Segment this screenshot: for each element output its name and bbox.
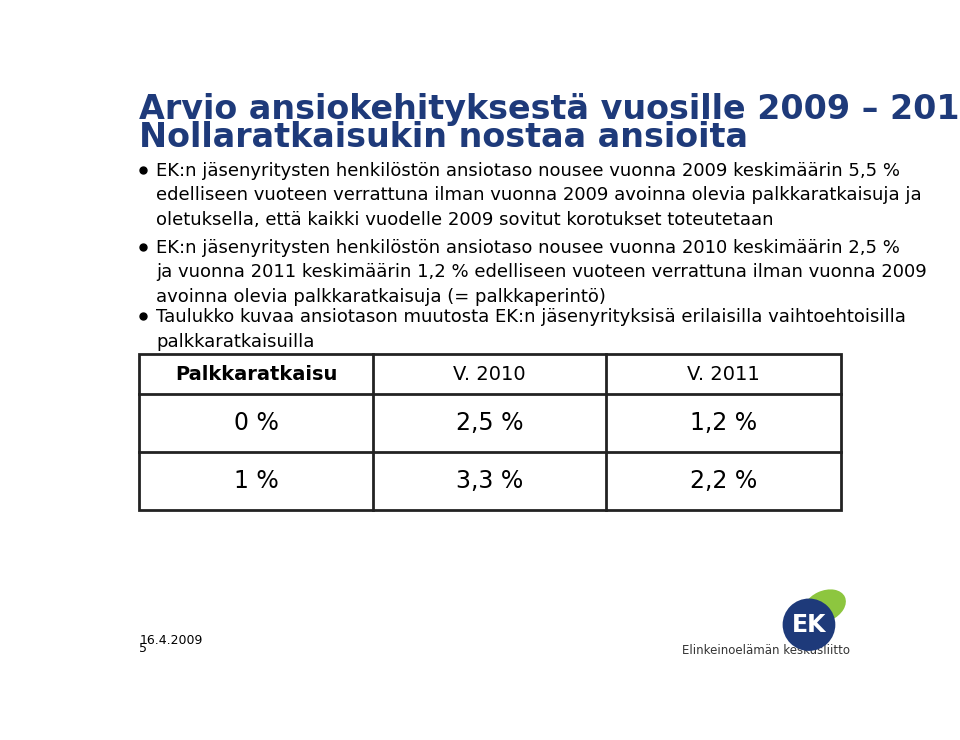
Text: EK: EK [792,613,827,636]
Text: 3,3 %: 3,3 % [456,469,523,493]
Circle shape [782,599,835,651]
Text: EK:n jäsenyritysten henkilöstön ansiotaso nousee vuonna 2010 keskimäärin 2,5 %
j: EK:n jäsenyritysten henkilöstön ansiotas… [156,239,927,306]
Text: Arvio ansiokehityksestä vuosille 2009 – 2011:: Arvio ansiokehityksestä vuosille 2009 – … [139,92,960,126]
Ellipse shape [804,589,846,623]
Text: 2,5 %: 2,5 % [456,411,523,435]
Text: Nollaratkaisukin nostaa ansioita: Nollaratkaisukin nostaa ansioita [139,121,749,154]
Text: 1,2 %: 1,2 % [690,411,757,435]
Text: 5: 5 [139,642,148,655]
Text: V. 2011: V. 2011 [687,365,760,384]
Bar [139,354,841,510]
Text: Elinkeinoelämän keskusliitto: Elinkeinoelämän keskusliitto [682,645,850,657]
Text: 16.4.2009: 16.4.2009 [139,634,203,647]
Text: 0 %: 0 % [233,411,278,435]
Text: Palkkaratkaisu: Palkkaratkaisu [175,365,337,384]
Text: 1 %: 1 % [234,469,278,493]
Text: EK:n jäsenyritysten henkilöstön ansiotaso nousee vuonna 2009 keskimäärin 5,5 %
e: EK:n jäsenyritysten henkilöstön ansiotas… [156,162,922,229]
Text: 2,2 %: 2,2 % [690,469,757,493]
Text: V. 2010: V. 2010 [453,365,526,384]
Text: Taulukko kuvaa ansiotason muutosta EK:n jäsenyrityksisä erilaisilla vaihtoehtois: Taulukko kuvaa ansiotason muutosta EK:n … [156,309,906,351]
